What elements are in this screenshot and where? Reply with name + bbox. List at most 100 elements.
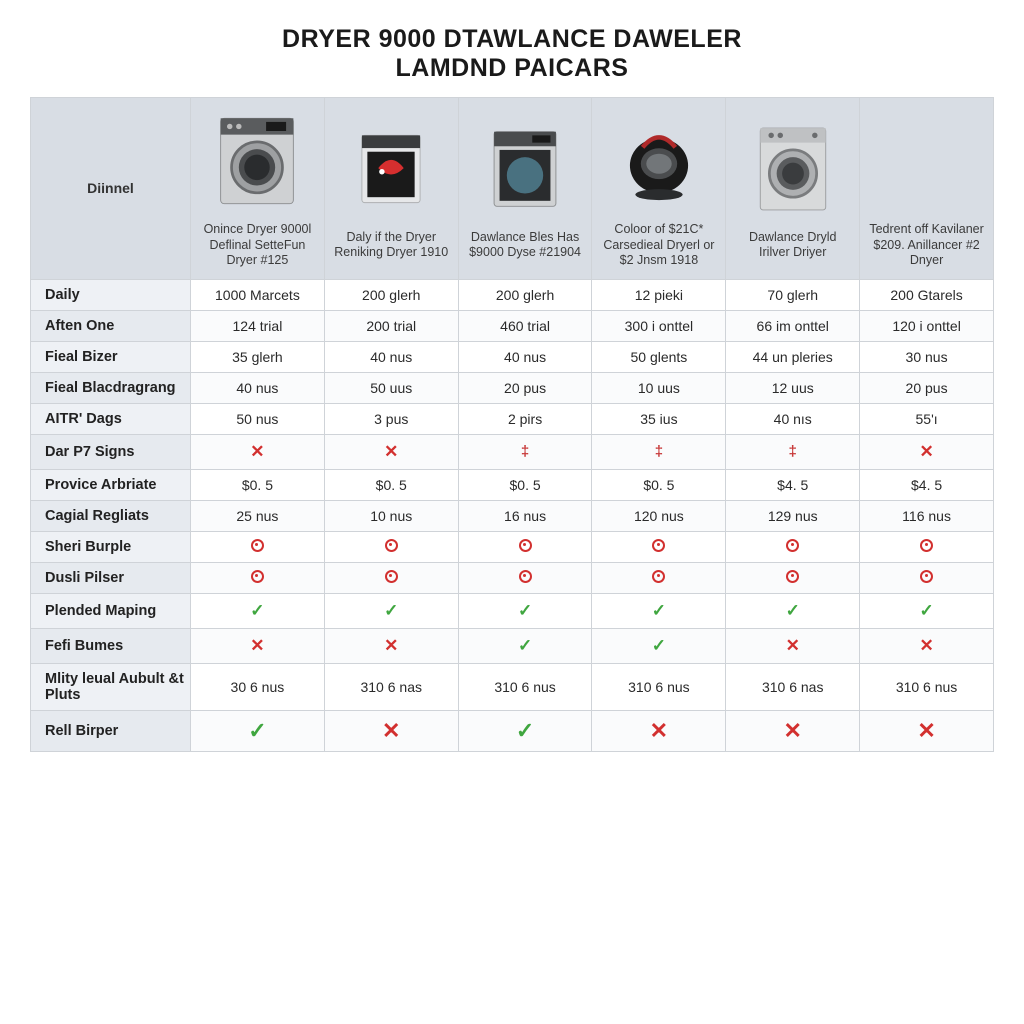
row-label: Cagial Regliats — [31, 500, 191, 531]
cell: ✓ — [458, 593, 592, 628]
cell: 66 im onttel — [726, 310, 860, 341]
product-name-1: Daly if the Dryer Reniking Dryer 1910 — [331, 230, 452, 261]
product-image-0 — [197, 106, 318, 216]
circle-icon — [652, 570, 665, 583]
cell — [458, 531, 592, 562]
cell: 10 uus — [592, 372, 726, 403]
cell: ✕ — [726, 710, 860, 751]
circle-icon — [920, 539, 933, 552]
product-name-2: Dawlance Bles Has $9000 Dyse #21904 — [465, 230, 586, 261]
cell: ✓ — [191, 710, 325, 751]
cell: 12 pieki — [592, 279, 726, 310]
table-row: Provice Arbriate$0. 5$0. 5$0. 5$0. 5$4. … — [31, 469, 994, 500]
cell: 40 nus — [458, 341, 592, 372]
cell — [726, 562, 860, 593]
cell: 129 nus — [726, 500, 860, 531]
product-header-1: Daly if the Dryer Reniking Dryer 1910 — [324, 98, 458, 280]
cell: 70 glerh — [726, 279, 860, 310]
cell: 200 trial — [324, 310, 458, 341]
table-row: Dar P7 Signs✕✕‡‡‡✕ — [31, 434, 994, 469]
cell: ✓ — [191, 593, 325, 628]
cell: 25 nus — [191, 500, 325, 531]
row-label: Daily — [31, 279, 191, 310]
cell: ✕ — [592, 710, 726, 751]
cell: 12 uus — [726, 372, 860, 403]
product-image-5 — [866, 106, 987, 216]
cell: 44 un pleries — [726, 341, 860, 372]
title-line-2: LAMDND PAICARS — [30, 54, 994, 83]
cell: ✕ — [860, 434, 994, 469]
cross-icon: ✕ — [784, 718, 802, 743]
row-label: Aften One — [31, 310, 191, 341]
cell: ✓ — [458, 710, 592, 751]
cell: 310 6 nus — [860, 663, 994, 710]
cell: 124 trial — [191, 310, 325, 341]
table-row: Dusli Pilser — [31, 562, 994, 593]
cell: 200 glerh — [458, 279, 592, 310]
cell: 20 pus — [860, 372, 994, 403]
cell: 1000 Marcets — [191, 279, 325, 310]
cell: 50 nus — [191, 403, 325, 434]
check-icon: ✓ — [518, 601, 532, 620]
table-row: Plended Maping ✓ ✓ ✓ ✓ ✓ ✓ — [31, 593, 994, 628]
cell — [458, 562, 592, 593]
cell — [191, 531, 325, 562]
cell: ✕ — [324, 434, 458, 469]
cell: ✓ — [726, 593, 860, 628]
cell: 120 i onttel — [860, 310, 994, 341]
cross-icon: ✕ — [650, 718, 668, 743]
cell — [324, 531, 458, 562]
cell: ✕ — [324, 628, 458, 663]
cell — [592, 562, 726, 593]
table-row: Cagial Regliats25 nus10 nus16 nus120 nus… — [31, 500, 994, 531]
cell: 50 glents — [592, 341, 726, 372]
row-label: Plended Maping — [31, 593, 191, 628]
page-title-block: DRYER 9000 DTAWLANCE DAWELER LAMDND PAIC… — [30, 25, 994, 83]
corner-cell: Diinnel — [31, 98, 191, 280]
circle-icon — [251, 570, 264, 583]
circle-icon — [251, 539, 264, 552]
cell: $4. 5 — [726, 469, 860, 500]
cell: 460 trial — [458, 310, 592, 341]
circle-icon — [652, 539, 665, 552]
row-label: Mlity leual Aubult &t Pluts — [31, 663, 191, 710]
cell: ✓ — [592, 593, 726, 628]
circle-icon — [385, 539, 398, 552]
check-icon: ✓ — [384, 601, 398, 620]
cell: 3 pus — [324, 403, 458, 434]
cell — [324, 562, 458, 593]
circle-icon — [920, 570, 933, 583]
cell — [726, 531, 860, 562]
product-image-1 — [331, 114, 452, 224]
cell: 35 ius — [592, 403, 726, 434]
check-icon: ✓ — [250, 601, 264, 620]
product-header-3: Coloor of $21C* Carsedieal Dryerl or $2 … — [592, 98, 726, 280]
product-name-4: Dawlance Dryld Irilver Driyer — [732, 230, 853, 261]
cell: 310 6 nas — [726, 663, 860, 710]
title-line-1: DRYER 9000 DTAWLANCE DAWELER — [30, 25, 994, 54]
table-row: Rell Birper✓✕✓✕✕✕ — [31, 710, 994, 751]
cell: ✓ — [324, 593, 458, 628]
cell: $0. 5 — [458, 469, 592, 500]
cell: ✓ — [592, 628, 726, 663]
row-label: Dusli Pilser — [31, 562, 191, 593]
circle-icon — [786, 570, 799, 583]
check-icon: ✓ — [652, 601, 666, 620]
product-name-3: Coloor of $21C* Carsedieal Dryerl or $2 … — [598, 222, 719, 269]
row-label: Provice Arbriate — [31, 469, 191, 500]
circle-icon — [519, 539, 532, 552]
cross-icon: ✕ — [384, 636, 398, 655]
check-icon: ✓ — [516, 718, 534, 743]
product-image-3 — [598, 106, 719, 216]
cross-icon: ✕ — [250, 442, 264, 461]
table-row: Fieal Bizer35 glerh40 nus40 nus50 glents… — [31, 341, 994, 372]
table-body: Daily1000 Marcets200 glerh200 glerh12 pi… — [31, 279, 994, 751]
cell: 120 nus — [592, 500, 726, 531]
product-image-2 — [465, 114, 586, 224]
row-label: Fieal Blacdragrang — [31, 372, 191, 403]
cell: 200 Gtarels — [860, 279, 994, 310]
corner-label: Diinnel — [87, 180, 134, 196]
check-icon: ✓ — [786, 601, 800, 620]
cell: ✓ — [860, 593, 994, 628]
cell — [860, 531, 994, 562]
